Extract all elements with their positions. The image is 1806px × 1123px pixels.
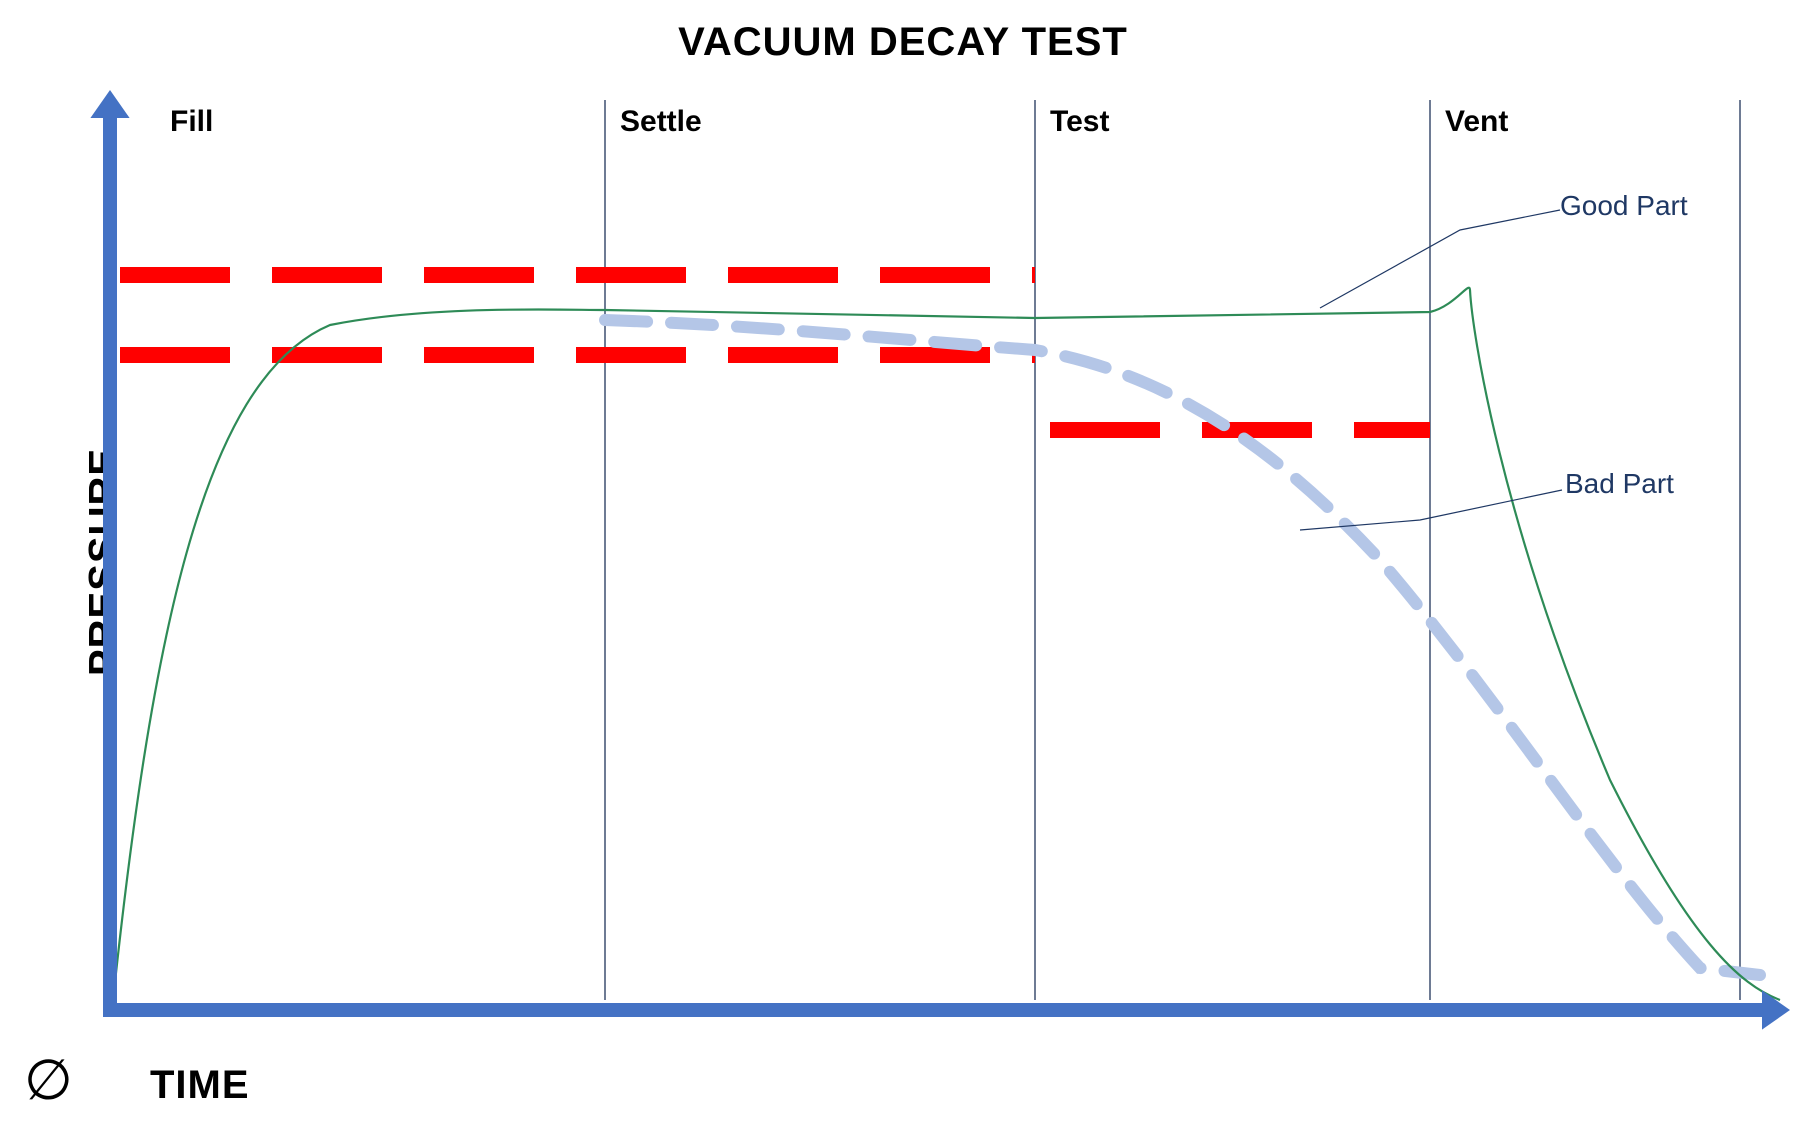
chart-svg <box>0 0 1806 1123</box>
good-part-leader-line <box>1320 210 1560 308</box>
good-part-curve <box>112 288 1780 1010</box>
x-axis-arrow-icon <box>1762 990 1790 1029</box>
limit-lines <box>120 275 1430 430</box>
phase-dividers <box>605 100 1740 1000</box>
bad-part-curve <box>605 320 1760 975</box>
vacuum-decay-chart: VACUUM DECAY TEST PRESSURE TIME ∅ Fill S… <box>0 0 1806 1123</box>
y-axis-arrow-icon <box>90 90 129 118</box>
